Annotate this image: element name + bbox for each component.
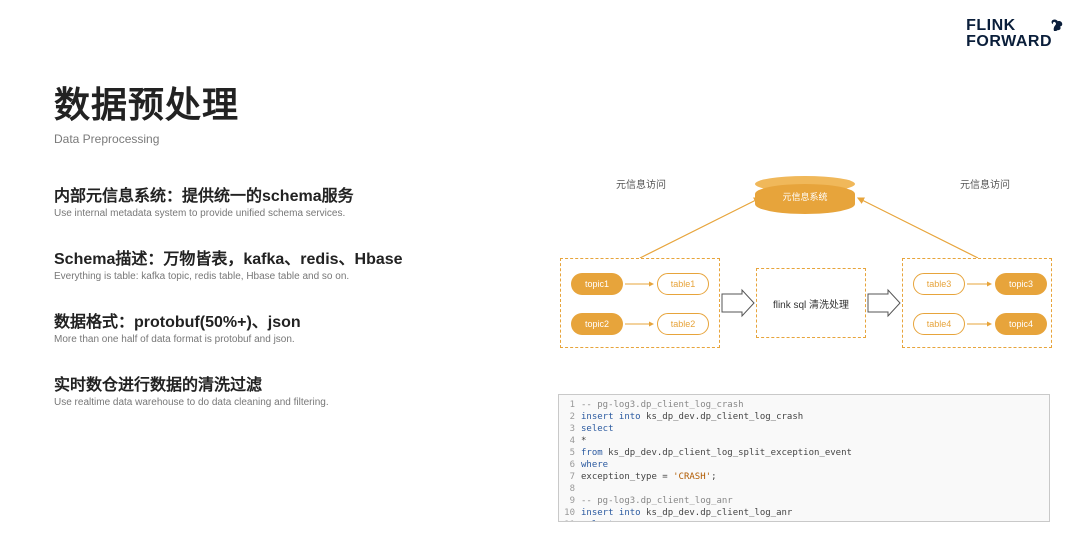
table4-pill: table4 [913, 313, 965, 335]
sql-line: 2 insert into ks_dp_dev.dp_client_log_cra… [559, 411, 1049, 423]
sql-line: 7 exception_type = 'CRASH'; [559, 471, 1049, 483]
bullet-item: 数据格式：protobuf(50%+)、json More than one h… [54, 308, 494, 345]
sql-line-number: 2 [559, 411, 575, 423]
logo-line1: FLINK [966, 18, 1052, 34]
topic3-pill: topic3 [995, 273, 1047, 295]
bullet-list: 内部元信息系统：提供统一的schema服务 Use internal metad… [54, 182, 494, 434]
sql-line-number: 3 [559, 423, 575, 435]
sql-line: 6 where [559, 459, 1049, 471]
table1-pill: table1 [657, 273, 709, 295]
bullet-item: Schema描述：万物皆表，kafka、redis、Hbase Everythi… [54, 245, 494, 282]
sql-code: -- pg-log3.dp_client_log_crash [581, 399, 744, 411]
sql-code: from ks_dp_dev.dp_client_log_split_excep… [581, 447, 852, 459]
topic1-pill: topic1 [571, 273, 623, 295]
sql-code: select [581, 423, 614, 435]
sql-line-number: 7 [559, 471, 575, 483]
slide-title: 数据预处理 Data Preprocessing [54, 76, 239, 146]
bullet-item: 内部元信息系统：提供统一的schema服务 Use internal metad… [54, 182, 494, 219]
bullet-title: Schema描述：万物皆表，kafka、redis、Hbase [54, 245, 494, 269]
sql-line: 11 select [559, 519, 1049, 522]
title-en: Data Preprocessing [54, 132, 239, 146]
bullet-sub: Use internal metadata system to provide … [54, 208, 494, 219]
flink-sql-box: flink sql 清洗处理 [756, 268, 866, 338]
sql-line-number: 8 [559, 483, 575, 495]
meta-access-label-left: 元信息访问 [616, 176, 666, 191]
big-arrow-1 [720, 290, 756, 316]
title-zh: 数据预处理 [54, 76, 239, 128]
sql-line-number: 11 [559, 519, 575, 522]
sql-line-number: 10 [559, 507, 575, 519]
sql-code-box: 1 -- pg-log3.dp_client_log_crash 2 insert i… [558, 394, 1050, 522]
logo-line2: FORWARD [966, 34, 1052, 50]
table2-pill: table2 [657, 313, 709, 335]
sql-line-number: 1 [559, 399, 575, 411]
bullet-sub: Use realtime data warehouse to do data c… [54, 397, 494, 408]
input-group-box: topic1 table1 topic2 table2 [560, 258, 720, 348]
bullet-title: 内部元信息系统：提供统一的schema服务 [54, 182, 494, 206]
topic4-pill: topic4 [995, 313, 1047, 335]
sql-line: 1 -- pg-log3.dp_client_log_crash [559, 399, 1049, 411]
sql-code: exception_type = 'CRASH'; [581, 471, 716, 483]
output-group-box: table3 topic3 table4 topic4 [902, 258, 1052, 348]
bullet-title: 实时数仓进行数据的清洗过滤 [54, 371, 494, 395]
sql-line-number: 9 [559, 495, 575, 507]
metadata-system-cylinder: 元信息系统 [755, 176, 855, 216]
sql-code: insert into ks_dp_dev.dp_client_log_cras… [581, 411, 803, 423]
sql-line: 3 select [559, 423, 1049, 435]
flink-sql-label: flink sql 清洗处理 [773, 296, 849, 311]
bullet-sub: Everything is table: kafka topic, redis … [54, 271, 494, 282]
architecture-diagram: 元信息访问 元信息访问 元信息系统 topic1 table1 topic2 t… [560, 168, 1050, 378]
meta-access-label-right: 元信息访问 [960, 176, 1010, 191]
sql-code: -- pg-log3.dp_client_log_anr [581, 495, 733, 507]
sql-line-number: 6 [559, 459, 575, 471]
sql-line: 4 * [559, 435, 1049, 447]
sql-line: 9 -- pg-log3.dp_client_log_anr [559, 495, 1049, 507]
cylinder-label: 元信息系统 [755, 190, 855, 203]
sql-line-number: 4 [559, 435, 575, 447]
bullet-title: 数据格式：protobuf(50%+)、json [54, 308, 494, 332]
table3-pill: table3 [913, 273, 965, 295]
sql-code: insert into ks_dp_dev.dp_client_log_anr [581, 507, 792, 519]
sql-code: where [581, 459, 608, 471]
sql-line: 8 [559, 483, 1049, 495]
topic2-pill: topic2 [571, 313, 623, 335]
sql-line: 5 from ks_dp_dev.dp_client_log_split_exce… [559, 447, 1049, 459]
sql-line-number: 5 [559, 447, 575, 459]
squirrel-icon [1048, 16, 1066, 34]
sql-line: 10 insert into ks_dp_dev.dp_client_log_an… [559, 507, 1049, 519]
sql-code: select [581, 519, 614, 522]
bullet-item: 实时数仓进行数据的清洗过滤 Use realtime data warehous… [54, 371, 494, 408]
flink-forward-logo: FLINK FORWARD [966, 18, 1052, 50]
bullet-sub: More than one half of data format is pro… [54, 334, 494, 345]
big-arrow-2 [866, 290, 902, 316]
sql-code: * [581, 435, 586, 447]
